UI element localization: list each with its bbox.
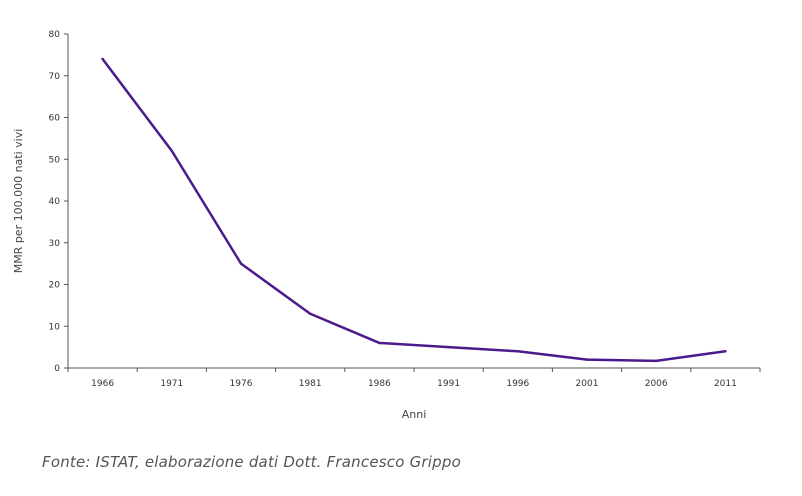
data-point — [239, 262, 243, 265]
data-point — [170, 149, 173, 153]
y-tick-label: 70 — [49, 72, 61, 82]
data-point — [309, 312, 312, 315]
x-tick-label: 1976 — [230, 379, 253, 389]
x-tick-label: 2011 — [714, 379, 737, 389]
x-tick-label: 1986 — [368, 379, 391, 389]
x-tick-label: 2001 — [576, 379, 599, 389]
data-point — [447, 345, 450, 349]
data-point — [378, 341, 381, 345]
y-tick-label: 30 — [49, 239, 61, 249]
y-axis: 0 10 20 30 40 50 60 70 80 — [49, 30, 69, 374]
y-tick-label: 80 — [49, 30, 61, 40]
y-tick-label: 10 — [49, 322, 61, 332]
x-tick-label: 1991 — [437, 379, 460, 389]
x-tick-label: 1971 — [160, 379, 183, 389]
data-point — [516, 350, 519, 353]
x-tick-label: 1981 — [299, 379, 322, 389]
data-point — [655, 359, 658, 363]
series-line — [101, 57, 727, 363]
y-tick-label: 50 — [49, 155, 61, 165]
x-axis-title: Anni — [402, 408, 427, 421]
source-note: Fonte: ISTAT, elaborazione dati Dott. Fr… — [42, 453, 461, 471]
y-tick-label: 20 — [49, 281, 61, 291]
x-axis: 1966 1971 1976 1981 1986 1991 1996 2001 2006 2011 — [67, 367, 761, 389]
x-tick-label: 1966 — [91, 379, 114, 389]
data-point — [101, 57, 104, 61]
y-tick-label: 0 — [54, 364, 60, 374]
series-group — [101, 57, 727, 363]
x-tick-label: 2006 — [645, 379, 668, 389]
y-axis-title: MMR per 100.000 nati vivi — [12, 129, 25, 274]
data-point — [585, 358, 589, 361]
y-tick-label: 60 — [49, 114, 61, 124]
x-tick-label: 1996 — [506, 379, 529, 389]
data-point — [724, 350, 727, 353]
y-tick-label: 40 — [49, 197, 61, 207]
